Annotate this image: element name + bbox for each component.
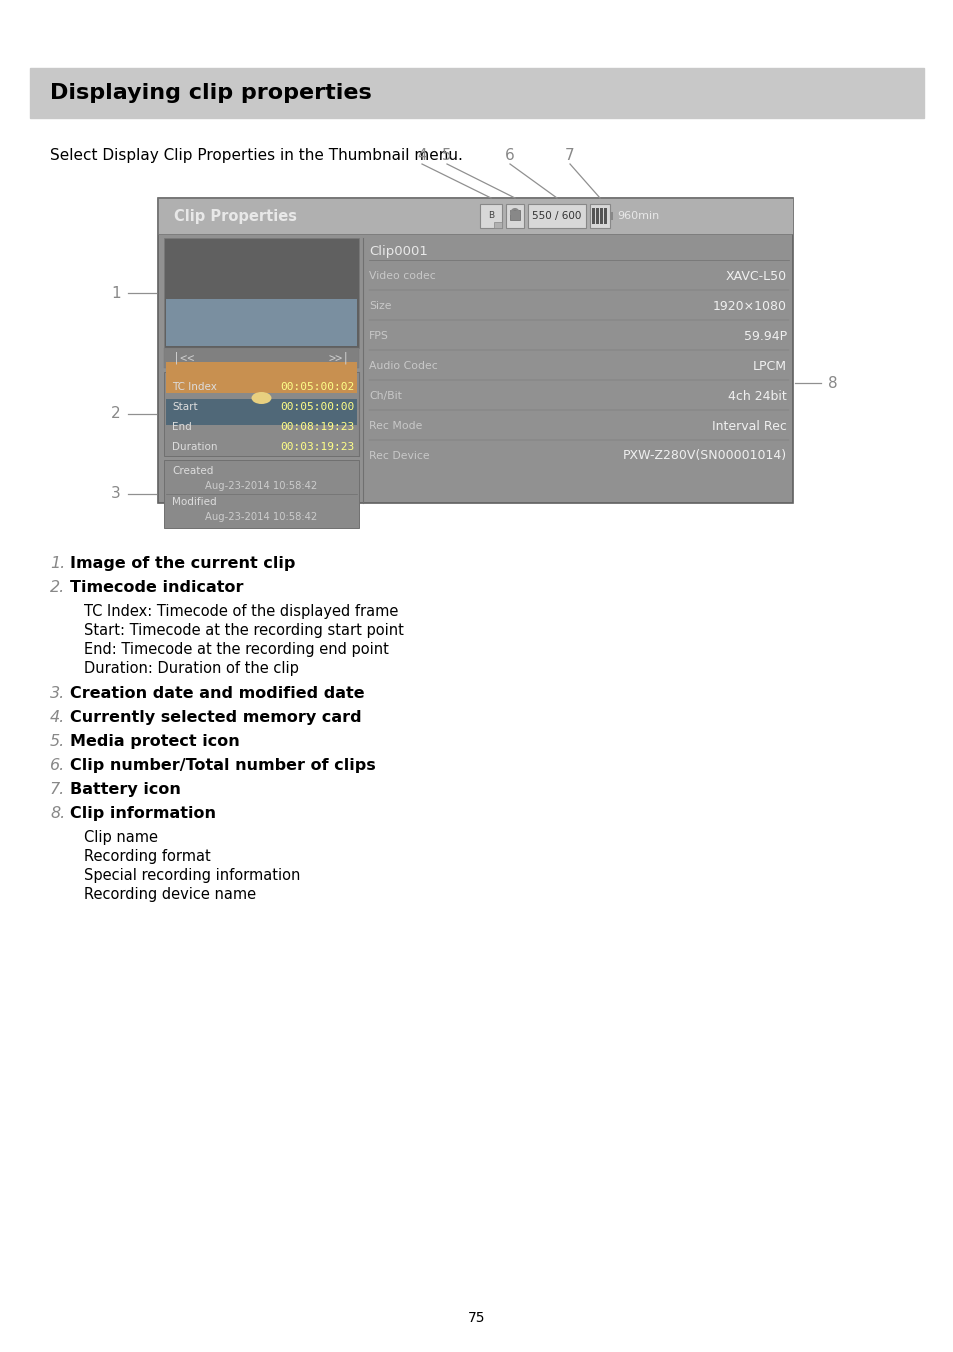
Bar <box>596 208 598 224</box>
Text: 4.: 4. <box>50 710 65 725</box>
Text: Image of the current clip: Image of the current clip <box>70 556 295 571</box>
Text: 1: 1 <box>112 285 121 300</box>
Text: Clip number/Total number of clips: Clip number/Total number of clips <box>70 758 375 773</box>
Text: 75: 75 <box>468 1311 485 1325</box>
Text: Select Display Clip Properties in the Thumbnail menu.: Select Display Clip Properties in the Th… <box>50 147 462 164</box>
Text: Start: Start <box>172 402 197 412</box>
Bar <box>164 372 358 456</box>
Text: Currently selected memory card: Currently selected memory card <box>70 710 361 725</box>
Text: Duration: Duration <box>172 442 217 452</box>
Text: End: End <box>172 422 192 433</box>
Bar <box>479 204 501 228</box>
Ellipse shape <box>252 392 272 404</box>
Text: 2: 2 <box>112 407 121 422</box>
Bar <box>505 204 523 228</box>
Text: 550 / 600: 550 / 600 <box>532 211 581 220</box>
Text: Start: Timecode at the recording start point: Start: Timecode at the recording start p… <box>84 623 403 638</box>
Text: Modified: Modified <box>172 498 216 507</box>
Text: Aug-23-2014 10:58:42: Aug-23-2014 10:58:42 <box>205 512 317 522</box>
Text: 4: 4 <box>416 149 426 164</box>
Bar <box>166 299 356 346</box>
Bar <box>164 460 358 529</box>
Text: Clip name: Clip name <box>84 830 158 845</box>
Bar <box>510 210 519 220</box>
Text: Clip Properties: Clip Properties <box>173 208 296 223</box>
Text: 59.94P: 59.94P <box>743 330 786 342</box>
Bar <box>30 68 923 118</box>
Bar <box>589 204 609 228</box>
Text: Displaying clip properties: Displaying clip properties <box>50 82 372 103</box>
Text: 8.: 8. <box>50 806 65 821</box>
Text: 7.: 7. <box>50 781 65 796</box>
Text: B: B <box>487 211 494 220</box>
Text: XAVC-L50: XAVC-L50 <box>725 269 786 283</box>
Bar <box>164 347 358 368</box>
Text: TC Index: Timecode of the displayed frame: TC Index: Timecode of the displayed fram… <box>84 604 398 619</box>
Text: 7: 7 <box>564 149 575 164</box>
Text: PXW-Z280V(SN00001014): PXW-Z280V(SN00001014) <box>622 449 786 462</box>
Text: 8: 8 <box>827 376 837 391</box>
Text: Rec Mode: Rec Mode <box>369 420 422 431</box>
Text: Aug-23-2014 10:58:42: Aug-23-2014 10:58:42 <box>205 481 317 491</box>
Text: 960min: 960min <box>617 211 659 220</box>
Text: Video codec: Video codec <box>369 270 436 281</box>
Text: 5: 5 <box>442 149 452 164</box>
Text: 1.: 1. <box>50 556 65 571</box>
Bar <box>158 197 792 234</box>
Text: 00:08:19:23: 00:08:19:23 <box>280 422 355 433</box>
Text: Ch/Bit: Ch/Bit <box>369 391 401 402</box>
Text: Timecode indicator: Timecode indicator <box>70 580 243 595</box>
Text: 3.: 3. <box>50 685 65 700</box>
Text: 00:05:00:02: 00:05:00:02 <box>280 383 355 392</box>
Text: 2.: 2. <box>50 580 65 595</box>
Text: Battery icon: Battery icon <box>70 781 181 796</box>
Text: >>|: >>| <box>328 352 350 365</box>
Text: Audio Codec: Audio Codec <box>369 361 437 370</box>
Bar <box>527 204 585 228</box>
Text: Duration: Duration of the clip: Duration: Duration of the clip <box>84 661 298 676</box>
Text: Size: Size <box>369 301 391 311</box>
Text: Media protect icon: Media protect icon <box>70 734 239 749</box>
Text: TC Index: TC Index <box>172 383 216 392</box>
Text: Clip0001: Clip0001 <box>369 246 428 258</box>
Text: Recording device name: Recording device name <box>84 887 255 902</box>
Text: FPS: FPS <box>369 331 389 341</box>
Text: Interval Rec: Interval Rec <box>711 419 786 433</box>
Text: 3: 3 <box>111 487 121 502</box>
Bar <box>166 399 356 425</box>
Bar <box>599 208 602 224</box>
Bar <box>158 197 792 503</box>
Text: Special recording information: Special recording information <box>84 868 300 883</box>
Text: Recording format: Recording format <box>84 849 211 864</box>
Text: 5.: 5. <box>50 734 65 749</box>
Bar <box>494 222 501 228</box>
Text: LPCM: LPCM <box>752 360 786 373</box>
Text: 00:05:00:00: 00:05:00:00 <box>280 402 355 412</box>
Text: Created: Created <box>172 466 213 476</box>
Text: Creation date and modified date: Creation date and modified date <box>70 685 364 700</box>
Bar <box>164 238 358 347</box>
Text: 00:03:19:23: 00:03:19:23 <box>280 442 355 452</box>
Text: 1920×1080: 1920×1080 <box>712 300 786 312</box>
Text: End: Timecode at the recording end point: End: Timecode at the recording end point <box>84 642 389 657</box>
Text: 6: 6 <box>504 149 515 164</box>
Text: Rec Device: Rec Device <box>369 452 429 461</box>
Text: 4ch 24bit: 4ch 24bit <box>727 389 786 403</box>
Bar <box>592 208 595 224</box>
Text: |<<: |<< <box>173 352 194 365</box>
Text: Clip information: Clip information <box>70 806 215 821</box>
Text: 6.: 6. <box>50 758 65 773</box>
Bar <box>609 212 613 220</box>
Bar <box>166 362 356 393</box>
Bar <box>603 208 606 224</box>
